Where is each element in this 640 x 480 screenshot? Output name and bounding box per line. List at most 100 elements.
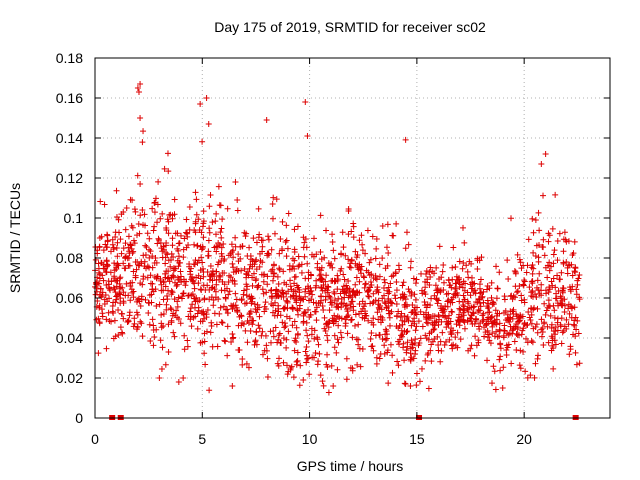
data-point [551,307,558,314]
data-point [149,264,156,271]
data-point [372,332,379,339]
data-point [114,239,121,246]
data-point [518,331,525,338]
data-point [453,285,460,292]
data-point [230,254,237,261]
data-point [338,334,345,341]
data-point [97,198,104,205]
data-point [520,325,527,332]
data-point [542,287,549,294]
data-point [259,351,266,358]
data-point [424,301,431,308]
data-point [215,183,222,190]
data-point [483,286,490,293]
data-point [344,308,351,315]
data-point [268,246,275,253]
data-point [115,216,122,223]
data-point [134,85,141,91]
data-point [493,328,500,335]
data-point [132,274,139,281]
data-point [413,311,420,318]
data-point [403,349,410,356]
data-point [125,233,132,240]
data-point [504,344,511,351]
data-point [542,151,549,157]
data-point [204,306,211,313]
data-point [319,287,326,294]
data-point [504,311,511,318]
data-point [303,327,310,334]
data-point [412,327,419,334]
data-point [511,267,518,274]
data-point [135,89,142,95]
data-point [285,210,292,217]
data-point [319,378,326,385]
data-point [220,303,227,310]
data-point [349,289,356,296]
data-point [131,315,138,322]
data-point [264,273,271,280]
data-point [364,289,371,296]
data-point [520,262,527,269]
y-tick-label: 0.16 [56,90,83,106]
data-point [548,263,555,270]
data-point [98,306,105,313]
data-point [333,349,340,356]
data-point [143,243,150,250]
data-point [401,304,408,311]
data-point [431,270,438,277]
data-point [305,338,312,345]
data-point [542,264,549,271]
data-point [464,268,471,275]
data-point [412,280,419,287]
data-point [311,335,318,342]
data-point [302,99,309,105]
data-point [107,287,114,294]
data-point [533,321,540,328]
data-point [412,296,419,303]
data-point [407,350,414,357]
data-point [206,272,213,279]
data-point [224,323,231,330]
data-point [146,292,153,299]
data-point [132,208,139,215]
data-point [513,346,520,353]
data-point [310,253,317,260]
data-point [513,313,520,320]
data-point [133,309,140,316]
data-point [137,115,144,121]
data-point [206,229,213,236]
data-point [370,315,377,322]
data-point [569,251,576,258]
data-point [115,307,122,314]
data-point [247,308,254,315]
data-point [229,260,236,267]
data-point [461,303,468,310]
data-point [152,255,159,262]
data-point [520,348,527,355]
data-point [488,294,495,301]
data-point [503,347,510,354]
data-point [452,342,459,349]
data-point [412,347,419,354]
data-point [341,276,348,283]
data-point [320,382,327,389]
data-point [456,298,463,305]
data-point [412,310,419,317]
data-point [96,302,103,309]
data-point [229,277,236,284]
data-point [341,294,348,301]
data-point [423,319,430,326]
data-point [535,209,542,216]
data-point [317,271,324,278]
data-point [265,233,272,240]
data-point [437,288,444,295]
data-point [263,342,270,349]
data-point [317,212,324,219]
data-point [291,318,298,325]
data-point [477,319,484,326]
data-point [493,263,500,270]
data-point [207,263,214,270]
data-point [478,254,485,261]
data-point [475,295,482,302]
